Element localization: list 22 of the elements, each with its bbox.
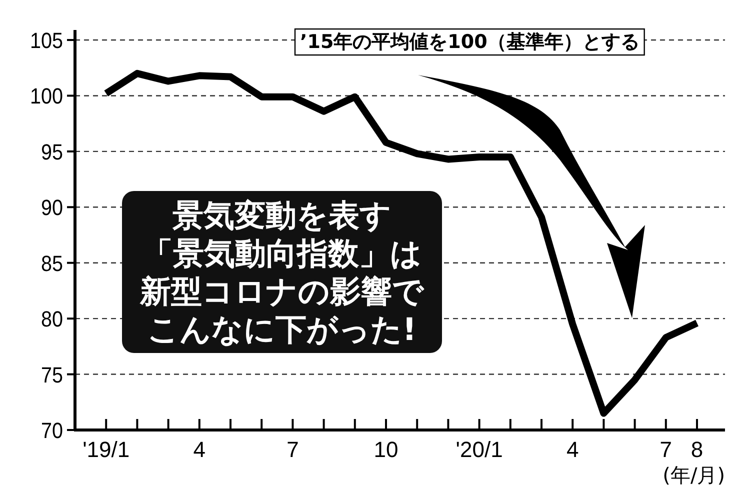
y-tick-label: 95	[41, 139, 66, 164]
annotation: 景気変動を表す	[172, 198, 392, 234]
y-tick-label: 105	[30, 28, 67, 53]
x-tick-label: '20/1	[456, 437, 503, 462]
y-tick-label: 100	[30, 84, 67, 109]
x-axis-title: (年/月)	[662, 463, 725, 487]
x-tick-label: 4	[193, 437, 206, 462]
y-tick-label: 75	[41, 362, 66, 388]
x-tick-label: 10	[374, 437, 398, 462]
x-tick-label: 8	[690, 437, 704, 462]
y-tick-label: 80	[41, 306, 66, 332]
x-tick-label: '19/1	[82, 437, 130, 462]
annotation: こんなに下がった!	[147, 312, 417, 348]
y-tick-label: 70	[41, 418, 66, 443]
x-tick-label: 7	[286, 437, 299, 462]
y-tick-label: 90	[41, 195, 66, 220]
y-tick-label: 85	[41, 250, 66, 276]
annotation: ’15年の平均値を100（基準年）とする	[300, 31, 640, 53]
x-tick-label: 4	[566, 437, 579, 462]
annotation: 新型コロナの影響で	[139, 274, 425, 310]
x-tick-label: 7	[660, 437, 672, 462]
annotation: 「景気動向指数」は	[142, 236, 422, 272]
